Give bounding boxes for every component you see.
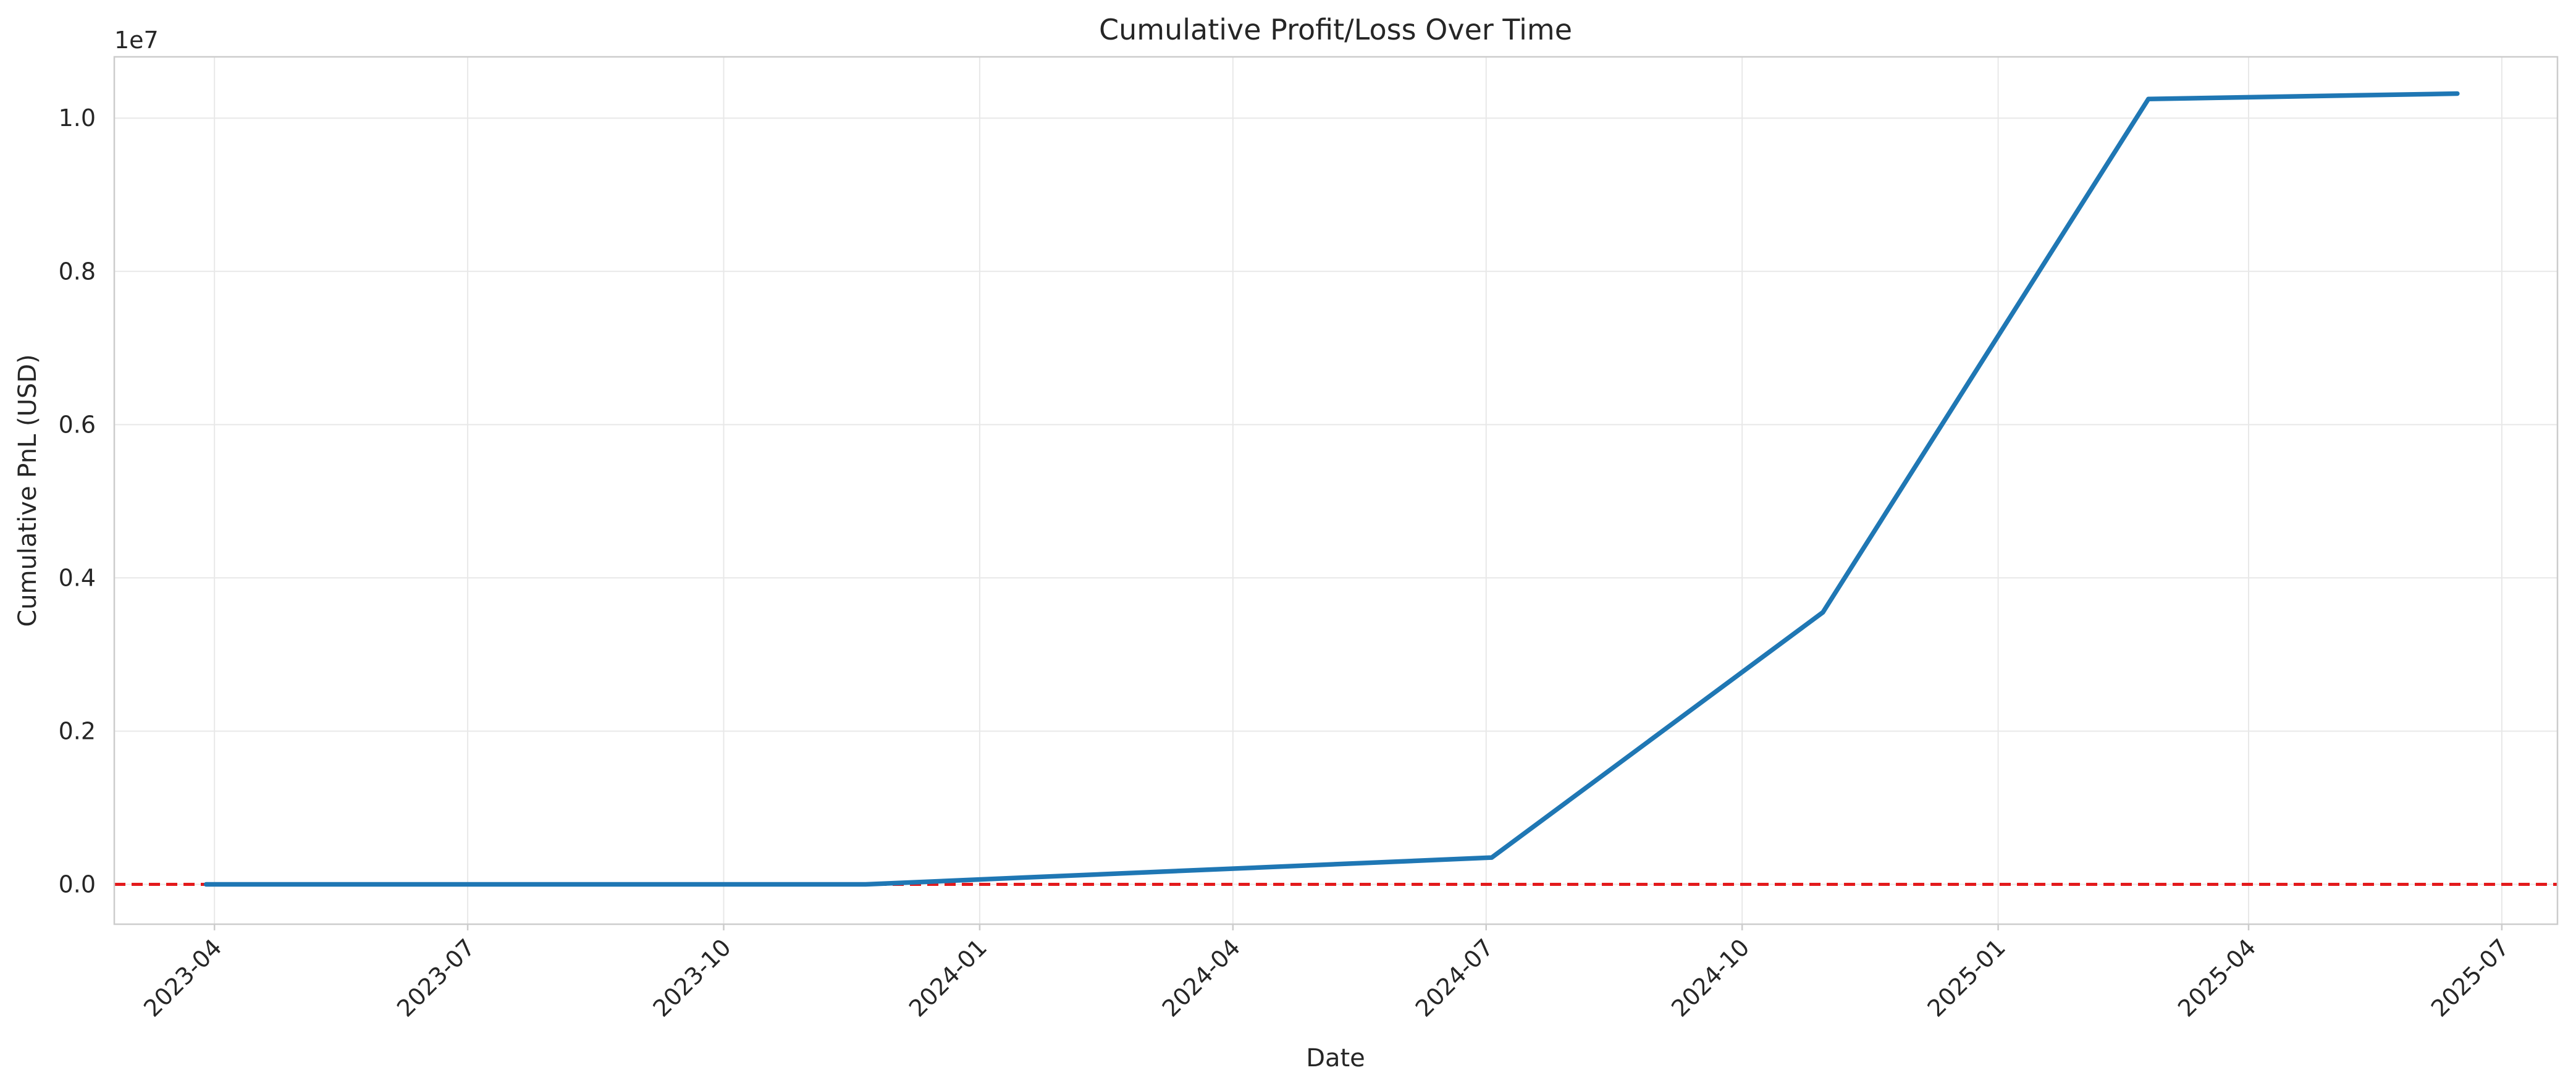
series-layer	[203, 91, 2460, 887]
x-axis-ticks: 2023-04 2023-07 2023-10 2024-01 2024-04 2024-…	[138, 924, 2514, 1022]
grid-lines	[114, 57, 2557, 924]
plot-frame	[113, 56, 2559, 925]
data-point	[204, 882, 209, 887]
x-tick-label: 2023-10	[647, 933, 736, 1022]
data-point	[2146, 96, 2151, 101]
x-tick-label: 2024-10	[1666, 933, 1754, 1022]
x-tick-label: 2025-01	[1922, 933, 2011, 1022]
y-axis-ticks: 0.0 0.2 0.4 0.6 0.8 1.0	[59, 104, 96, 898]
x-tick-label: 2024-04	[1157, 933, 1245, 1022]
chart-title: Cumulative Profit/Loss Over Time	[1099, 13, 1572, 46]
x-tick-label: 2024-01	[904, 933, 992, 1022]
x-axis-label: Date	[1306, 1044, 1365, 1072]
x-tick-label: 2023-04	[138, 933, 227, 1022]
x-tick-label: 2023-07	[392, 933, 480, 1022]
y-tick-label: 0.2	[59, 717, 96, 744]
y-tick-label: 0.6	[59, 411, 96, 438]
y-axis-label: Cumulative PnL (USD)	[14, 354, 42, 626]
y-tick-label: 0.8	[59, 258, 96, 285]
data-point	[1820, 610, 1825, 615]
y-tick-label: 0.4	[59, 564, 96, 591]
data-point	[863, 882, 868, 887]
data-point	[2455, 91, 2460, 96]
y-axis-offset-label: 1e7	[114, 27, 159, 54]
x-tick-label: 2024-07	[1410, 933, 1499, 1022]
data-point	[1489, 855, 1494, 860]
x-tick-label: 2025-04	[2173, 933, 2261, 1022]
series-line	[203, 91, 2460, 887]
x-tick-label: 2025-07	[2426, 933, 2514, 1022]
y-tick-label: 0.0	[59, 871, 96, 898]
y-tick-label: 1.0	[59, 104, 96, 132]
